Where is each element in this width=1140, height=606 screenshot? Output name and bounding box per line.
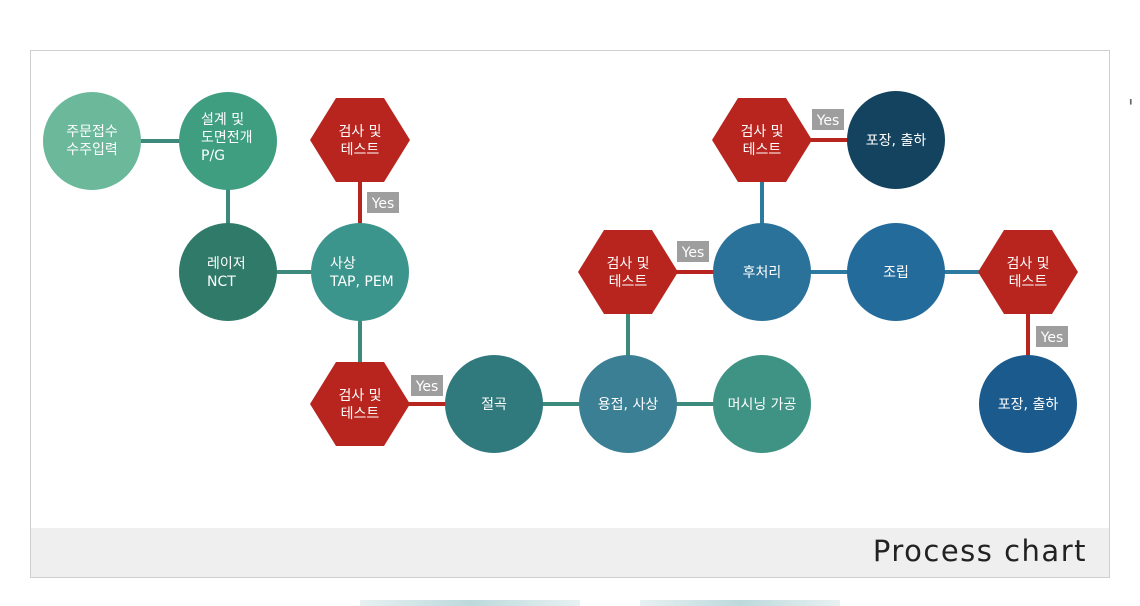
yes-label-2: Yes — [411, 375, 443, 396]
yes-label-5-box — [1036, 326, 1068, 347]
node-weld-circle — [579, 355, 677, 453]
inspection-1-line2: 테스트 — [341, 142, 380, 158]
node-weld-line1: 용접, 사상 — [598, 397, 659, 413]
node-pack-right-line1: 포장, 출하 — [998, 397, 1059, 413]
node-bend-line1: 절곡 — [481, 397, 507, 413]
chart-title: Process chart — [872, 534, 1087, 568]
node-machining: 머시닝 가공 — [713, 355, 811, 453]
inspection-1-hexagon — [310, 98, 410, 182]
node-assembly-line1: 조립 — [883, 265, 909, 281]
yes-label-1-text: Yes — [371, 196, 395, 212]
node-machining-line1: 머시닝 가공 — [728, 397, 797, 413]
node-machining-circle — [713, 355, 811, 453]
yes-label-3-box — [677, 241, 709, 262]
inspection-1-line1: 검사 및 — [338, 124, 381, 140]
inspection-2: 검사 및 테스트 — [310, 362, 410, 446]
bottom-strip-right — [640, 600, 840, 606]
node-laser: 레이저 NCT — [179, 223, 277, 321]
inspection-5-line2: 테스트 — [1009, 274, 1048, 290]
yes-label-1-box — [367, 192, 399, 213]
node-laser-line2: NCT — [207, 274, 236, 290]
node-bend-circle — [445, 355, 543, 453]
yes-label-1: Yes — [367, 192, 399, 213]
yes-label-3: Yes — [677, 241, 709, 262]
node-pack-top-circle — [847, 91, 945, 189]
inspection-3: 검사 및 테스트 — [578, 230, 678, 314]
node-order: 주문접수 수주입력 — [43, 92, 141, 190]
inspection-4: 검사 및 테스트 — [712, 98, 812, 182]
inspection-5-hexagon — [978, 230, 1078, 314]
inspection-5-line1: 검사 및 — [1006, 256, 1049, 272]
inspection-4-line2: 테스트 — [743, 142, 782, 158]
yes-label-3-text: Yes — [681, 245, 705, 261]
yes-label-4-text: Yes — [816, 113, 840, 129]
inspection-1: 검사 및 테스트 — [310, 98, 410, 182]
yes-label-5-text: Yes — [1040, 330, 1064, 346]
node-pack-top-line1: 포장, 출하 — [866, 133, 927, 149]
node-bend: 절곡 — [445, 355, 543, 453]
inspection-2-line2: 테스트 — [341, 406, 380, 422]
diagram-footer: Process chart — [31, 528, 1109, 577]
node-design-line1: 설계 및 — [201, 112, 244, 128]
yes-label-2-text: Yes — [415, 379, 439, 395]
yes-label-4: Yes — [812, 109, 844, 130]
inspection-2-line1: 검사 및 — [338, 388, 381, 404]
node-order-line1: 주문접수 — [66, 124, 118, 140]
node-post: 후처리 — [713, 223, 811, 321]
inspection-3-line1: 검사 및 — [606, 256, 649, 272]
yes-label-5: Yes — [1036, 326, 1068, 347]
node-pack-right: 포장, 출하 — [979, 355, 1077, 453]
node-shear-line1: 사상 — [330, 256, 356, 272]
inspection-4-hexagon — [712, 98, 812, 182]
yes-label-4-box — [812, 109, 844, 130]
node-design: 설계 및 도면전개 P/G — [179, 92, 277, 190]
node-pack-right-circle — [979, 355, 1077, 453]
yes-label-2-box — [411, 375, 443, 396]
node-assembly: 조립 — [847, 223, 945, 321]
inspection-2-hexagon — [310, 362, 410, 446]
inspection-3-line2: 테스트 — [609, 274, 648, 290]
node-shear: 사상 TAP, PEM — [311, 223, 409, 321]
node-shear-line2: TAP, PEM — [329, 274, 394, 290]
node-order-circle — [43, 92, 141, 190]
node-order-line2: 수주입력 — [66, 142, 118, 158]
inspection-4-line1: 검사 및 — [740, 124, 783, 140]
node-assembly-circle — [847, 223, 945, 321]
node-weld: 용접, 사상 — [579, 355, 677, 453]
node-post-circle — [713, 223, 811, 321]
node-laser-circle — [179, 223, 277, 321]
node-post-line1: 후처리 — [743, 265, 782, 281]
node-design-line2: 도면전개 — [201, 130, 253, 146]
side-mark: ' — [1128, 95, 1134, 119]
node-design-circle — [179, 92, 277, 190]
bottom-strip-left — [360, 600, 580, 606]
node-pack-top: 포장, 출하 — [847, 91, 945, 189]
node-design-line3: P/G — [201, 148, 225, 164]
node-laser-line1: 레이저 — [207, 256, 246, 272]
node-shear-circle — [311, 223, 409, 321]
inspection-3-hexagon — [578, 230, 678, 314]
inspection-5: 검사 및 테스트 — [978, 230, 1078, 314]
